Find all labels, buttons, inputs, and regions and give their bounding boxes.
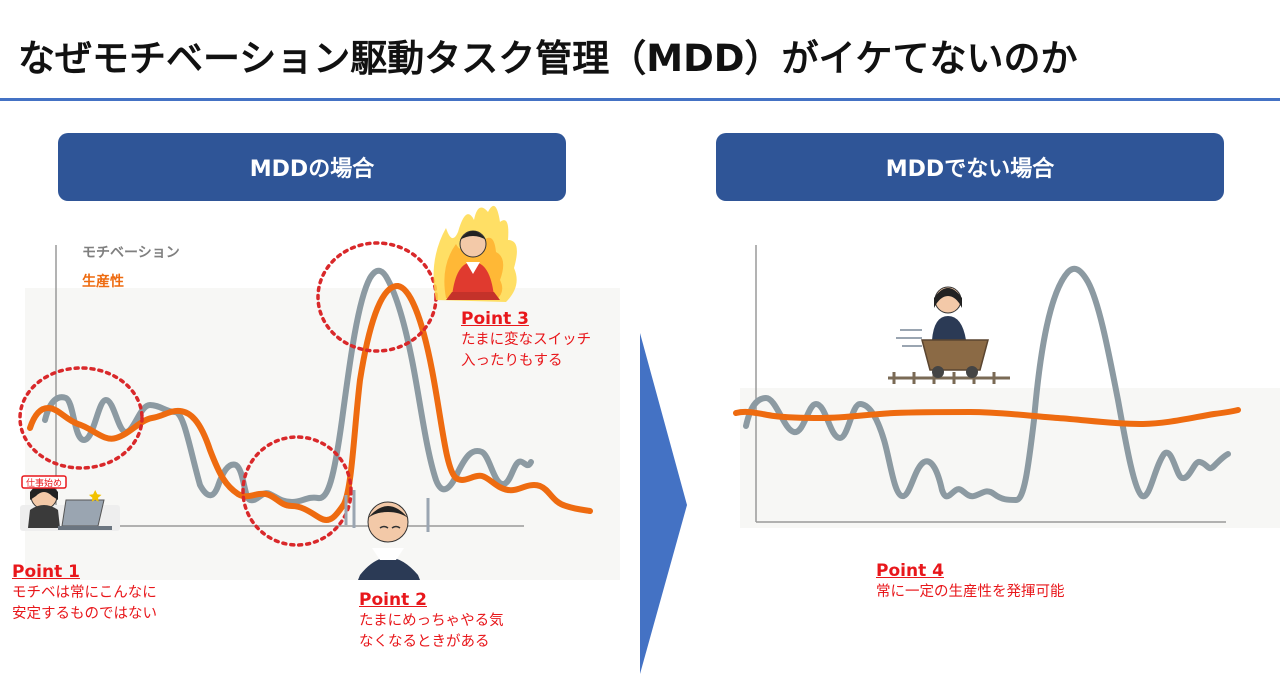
point-1-line-2: 安定するものではない [12,606,157,622]
left-productivity-line [27,283,593,524]
legend-motivation: モチベーション [82,245,180,261]
point-3-line-2: 入ったりもする [461,353,563,369]
highlight-circles [18,241,438,547]
point-3-callout: Point 3 たまに変なスイッチ 入ったりもする [461,309,591,372]
legend-productivity: 生産性 [82,274,124,290]
point-2-callout: Point 2 たまにめっちゃやる気 なくなるときがある [359,590,504,653]
page-title: なぜモチベーション駆動タスク管理（MDD）がイケてないのか [18,37,1078,80]
point-2-line-2: なくなるときがある [359,634,490,650]
discouraged-worker-icon [344,490,430,580]
point-4-callout: Point 4 常に一定の生産性を発揮可能 [876,561,1065,603]
point-4-line-1: 常に一定の生産性を発揮可能 [876,584,1065,600]
title-divider [0,98,1280,101]
point-1-title: Point 1 [12,562,80,582]
arrow-right-icon [640,333,687,674]
point-3-title: Point 3 [461,309,529,329]
point-2-line-1: たまにめっちゃやる気 [359,613,504,629]
point-4-title: Point 4 [876,561,944,581]
fired-up-worker-icon [433,205,517,302]
right-panel-header: MDDでない場合 [716,133,1224,201]
mine-cart-rider-icon [888,286,1010,384]
point-1-line-1: モチベは常にこんなに [12,585,157,601]
right-chart-axes [755,245,1226,523]
right-motivation-line [743,265,1231,503]
point-1-callout: Point 1 モチベは常にこんなに 安定するものではない [12,562,157,625]
right-productivity-line [733,407,1241,427]
point-3-line-1: たまに変なスイッチ [461,332,592,348]
point-2-circle [241,435,353,547]
left-panel-header: MDDの場合 [58,133,566,201]
point-2-title: Point 2 [359,590,427,610]
headband-badge: 仕事始め [26,477,62,489]
point-1-circle [18,366,144,470]
office-worker-laptop-icon: 仕事始め [20,475,120,531]
